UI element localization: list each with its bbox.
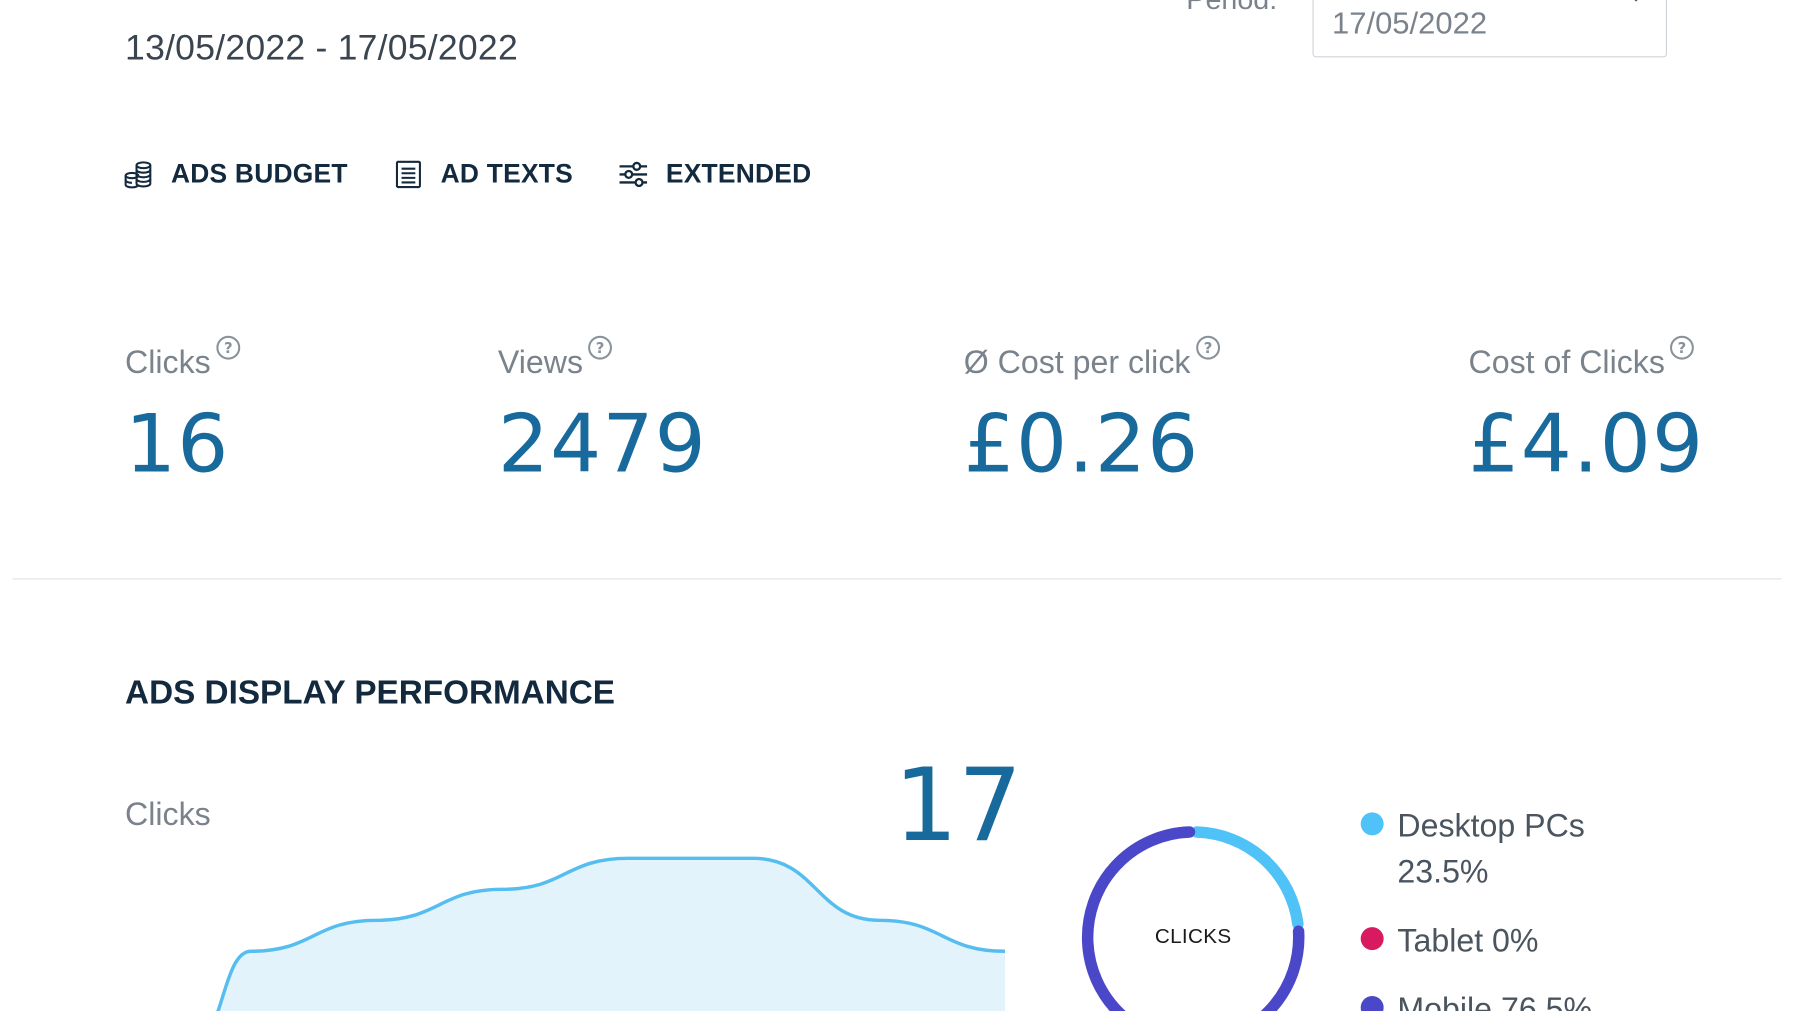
clicks-donut-chart	[1081, 826, 1305, 1011]
tab-ads-budget-label: ADS BUDGET	[170, 158, 348, 189]
legend-dot	[1360, 996, 1384, 1011]
area-fill	[218, 858, 1006, 1011]
legend-item-tablet: Tablet 0%	[1360, 918, 1592, 964]
metric-label: Cost of Clicks	[1468, 344, 1665, 380]
chevron-down-icon	[1634, 0, 1638, 2]
legend-label: Mobile 76.5%	[1397, 991, 1593, 1011]
metric-label: Ø Cost per click	[963, 344, 1191, 380]
metric-clicks: Clicks ? 16	[125, 333, 241, 491]
legend-item-mobile: Mobile 76.5%	[1360, 987, 1593, 1011]
metric-value: £4.09	[1468, 397, 1705, 492]
svg-text:?: ?	[596, 339, 605, 357]
donut-slice-desktop-pcs[interactable]	[1191, 826, 1304, 930]
metric-cost-of-clicks: Cost of Clicks ? £4.09	[1469, 333, 1705, 491]
metric-label: Clicks	[125, 344, 211, 380]
legend-item-desktop: Desktop PCs 23.5%	[1360, 803, 1592, 895]
metric-label: Views	[497, 344, 584, 380]
help-icon[interactable]: ?	[1670, 335, 1695, 360]
legend-label: Desktop PCs	[1397, 807, 1585, 844]
legend-dot	[1360, 927, 1384, 951]
donut-slice-mobile[interactable]	[1081, 826, 1305, 1011]
chart-label: Clicks	[125, 796, 211, 832]
tab-extended-label: EXTENDED	[665, 158, 812, 189]
tab-bar: ADS BUDGET AD TEXTS	[124, 158, 857, 189]
metric-value: 2479	[497, 397, 707, 492]
section-title: ADS DISPLAY PERFORMANCE	[125, 674, 615, 712]
tab-ad-texts[interactable]: AD TEXTS	[394, 158, 573, 189]
legend-dot	[1360, 812, 1384, 836]
clicks-area-chart	[216, 856, 1006, 1011]
period-select-value: 17/05/2022	[1332, 5, 1488, 41]
help-icon[interactable]: ?	[588, 335, 613, 360]
divider	[12, 578, 1782, 580]
help-icon[interactable]: ?	[1195, 335, 1220, 360]
document-icon	[396, 160, 422, 188]
period-select[interactable]: 17/05/2022	[1312, 0, 1668, 58]
tab-extended[interactable]: EXTENDED	[619, 158, 812, 189]
metric-value: 16	[125, 397, 230, 492]
legend-label: Tablet 0%	[1397, 922, 1539, 959]
legend-pct: 23.5%	[1397, 853, 1489, 890]
area-line	[216, 856, 1006, 1011]
sliders-icon	[620, 161, 648, 187]
coins-icon	[124, 160, 152, 188]
svg-text:?: ?	[224, 339, 233, 357]
donut-center-label: CLICKS	[1154, 924, 1232, 948]
svg-text:?: ?	[1678, 339, 1687, 357]
metric-value: £0.26	[963, 397, 1200, 492]
tab-ads-budget[interactable]: ADS BUDGET	[124, 158, 348, 189]
help-icon[interactable]: ?	[215, 335, 240, 360]
donut-legend: Desktop PCs 23.5% Tablet 0% Mobile 76.5%	[1360, 803, 1593, 1011]
period-label: Period:	[1186, 0, 1278, 17]
svg-text:?: ?	[1203, 339, 1212, 357]
chart-total: 17	[893, 745, 1023, 865]
tab-ad-texts-label: AD TEXTS	[440, 158, 573, 189]
metric-views: Views ? 2479	[498, 333, 707, 491]
date-range: 13/05/2022 - 17/05/2022	[125, 27, 518, 68]
metric-cost-per-click: Ø Cost per click ? £0.26	[964, 333, 1221, 491]
